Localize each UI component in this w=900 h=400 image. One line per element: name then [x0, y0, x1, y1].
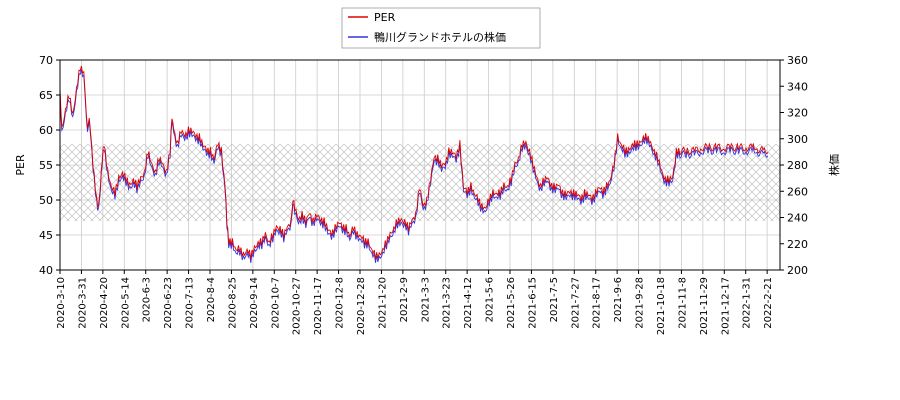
x-tick-label: 2021-11-29 — [699, 277, 710, 335]
x-tick-label: 2020-10-7 — [270, 277, 281, 329]
left-axis-label: PER — [14, 154, 27, 176]
x-tick-label: 2021-8-17 — [592, 277, 603, 329]
x-tick-label: 2021-10-18 — [656, 277, 667, 335]
x-axis: 2020-3-10 2020-3-31 2020-4-20 2020-5-14 2020… — [56, 270, 774, 335]
left-tick-label: 55 — [39, 159, 53, 172]
x-tick-label: 2021-7-27 — [570, 277, 581, 329]
x-tick-label: 2021-11-8 — [677, 277, 688, 329]
right-tick-label: 300 — [787, 133, 808, 146]
right-tick-label: 240 — [787, 212, 808, 225]
x-tick-label: 2020-3-10 — [56, 277, 67, 329]
left-tick-label: 45 — [39, 229, 53, 242]
x-tick-label: 2021-3-3 — [420, 277, 431, 322]
x-tick-label: 2020-12-28 — [356, 277, 367, 335]
left-tick-label: 65 — [39, 89, 53, 102]
x-tick-label: 2020-5-14 — [120, 277, 131, 329]
x-tick-label: 2020-6-3 — [142, 277, 153, 322]
x-tick-label: 2022-1-31 — [742, 277, 753, 329]
x-tick-label: 2021-1-20 — [377, 277, 388, 329]
right-axis: 200 220 240 260 280 300 320 340 360 — [780, 54, 808, 277]
series-lines — [59, 65, 769, 263]
right-axis-label: 株価 — [827, 154, 841, 176]
x-tick-label: 2021-4-12 — [463, 277, 474, 329]
x-tick-label: 2021-9-28 — [635, 277, 646, 329]
right-tick-label: 320 — [787, 107, 808, 120]
legend: PER 鴨川グランドホテルの株価 — [341, 7, 541, 49]
right-tick-label: 200 — [787, 264, 808, 277]
left-tick-label: 70 — [39, 54, 53, 67]
hatched-band — [60, 144, 780, 221]
left-axis: 40 45 50 55 60 65 70 — [39, 54, 60, 277]
x-tick-label: 2020-11-17 — [313, 277, 324, 335]
x-tick-label: 2020-10-27 — [292, 277, 303, 335]
x-tick-label: 2020-9-14 — [249, 277, 260, 329]
x-tick-label: 2021-12-17 — [720, 277, 731, 335]
right-tick-label: 280 — [787, 159, 808, 172]
x-tick-label: 2021-2-9 — [399, 277, 410, 322]
x-tick-label: 2021-7-5 — [549, 277, 560, 322]
x-tick-label: 2021-6-15 — [527, 277, 538, 329]
legend-label-price: 鴨川グランドホテルの株価 — [374, 30, 506, 44]
x-tick-label: 2020-4-20 — [99, 277, 110, 329]
x-tick-label: 2020-12-8 — [335, 277, 346, 329]
x-tick-label: 2021-5-26 — [506, 277, 517, 329]
legend-box — [341, 7, 541, 49]
x-tick-label: 2020-3-31 — [77, 277, 88, 329]
series-line-per — [59, 65, 769, 260]
legend-label-per: PER — [374, 11, 396, 24]
x-tick-label: 2021-9-6 — [613, 277, 624, 322]
x-tick-label: 2021-5-6 — [485, 277, 496, 322]
x-tick-label: 2021-3-23 — [442, 277, 453, 329]
x-tick-label: 2022-2-21 — [763, 277, 774, 329]
x-tick-label: 2020-7-13 — [185, 277, 196, 329]
right-tick-label: 260 — [787, 185, 808, 198]
x-tick-label: 2020-6-23 — [163, 277, 174, 329]
right-tick-label: 220 — [787, 238, 808, 251]
left-tick-label: 40 — [39, 264, 53, 277]
series-line-price — [59, 69, 769, 263]
left-tick-label: 50 — [39, 194, 53, 207]
x-tick-label: 2020-8-4 — [206, 277, 217, 322]
right-tick-label: 340 — [787, 80, 808, 93]
x-tick-label: 2020-8-25 — [227, 277, 238, 329]
left-tick-label: 60 — [39, 124, 53, 137]
right-tick-label: 360 — [787, 54, 808, 67]
